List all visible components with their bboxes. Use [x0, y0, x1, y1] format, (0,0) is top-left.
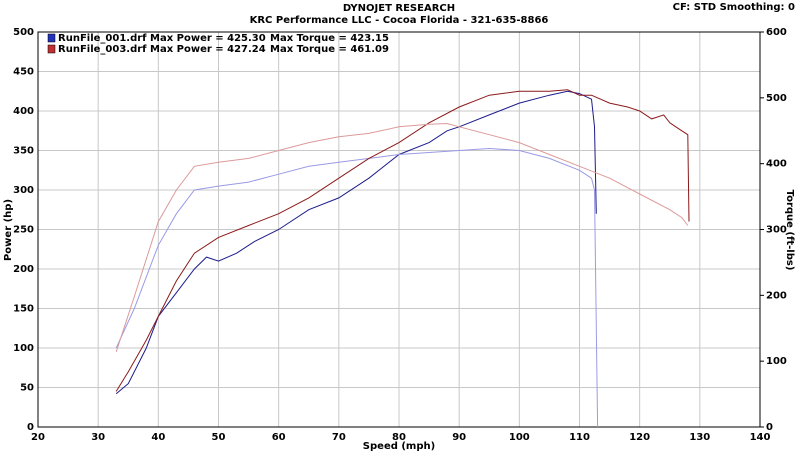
x-tick-label: 20: [31, 432, 45, 443]
plot-border: [37, 31, 761, 428]
x-tick-label: 50: [212, 432, 226, 443]
legend-label: RunFile_001.drf Max Power = 425.30: [58, 33, 266, 44]
y2-tick-label: 200: [766, 290, 787, 301]
legend-torque-label: Max Torque = 423.15: [270, 33, 389, 44]
legend-swatch: [47, 33, 56, 43]
legend-torque-label: Max Torque = 461.09: [270, 44, 389, 55]
x-tick-label: 120: [629, 432, 650, 443]
y2-tick-label: 600: [766, 27, 787, 38]
x-tick-label: 90: [452, 432, 466, 443]
y-tick-label: 500: [13, 27, 34, 38]
y-tick-label: 300: [13, 185, 34, 196]
x-tick-label: 70: [332, 432, 346, 443]
series-line: [115, 147, 599, 428]
y-axis-label: Power (hp): [3, 199, 14, 261]
x-tick-label: 60: [272, 432, 286, 443]
y2-axis-label: Torque (ft-lbs): [784, 190, 795, 271]
y-tick-label: 0: [27, 422, 34, 433]
y2-tick-label: 100: [766, 356, 787, 367]
y-tick-label: 350: [13, 146, 34, 157]
x-axis-label: Speed (mph): [363, 441, 435, 452]
y2-tick-label: 400: [766, 159, 787, 170]
series-line: [115, 90, 597, 395]
y2-tick-label: 0: [766, 422, 773, 433]
y-tick-label: 450: [13, 67, 34, 78]
y-tick-label: 150: [13, 304, 34, 315]
y-tick-label: 250: [13, 225, 34, 236]
chart-subtitle: KRC Performance LLC - Cocoa Florida - 32…: [250, 15, 549, 26]
x-tick-label: 30: [91, 432, 105, 443]
y-tick-label: 100: [13, 343, 34, 354]
y-tick-label: 200: [13, 264, 34, 275]
y2-tick-label: 500: [766, 93, 787, 104]
legend-label: RunFile_003.drf Max Power = 427.24: [58, 44, 266, 55]
x-tick-label: 140: [750, 432, 771, 443]
series-line: [115, 89, 690, 392]
y2-tick-label: 300: [766, 225, 787, 236]
x-tick-label: 110: [569, 432, 590, 443]
x-tick-label: 80: [392, 432, 406, 443]
y-tick-label: 50: [20, 383, 34, 394]
legend-swatch: [47, 44, 56, 54]
settings-label: CF: STD Smoothing: 0: [673, 2, 795, 13]
x-tick-label: 100: [509, 432, 530, 443]
x-tick-label: 40: [151, 432, 165, 443]
series-line: [115, 122, 689, 353]
chart-title: DYNOJET RESEARCH: [343, 3, 455, 14]
y-tick-label: 400: [13, 106, 34, 117]
x-tick-label: 130: [689, 432, 710, 443]
